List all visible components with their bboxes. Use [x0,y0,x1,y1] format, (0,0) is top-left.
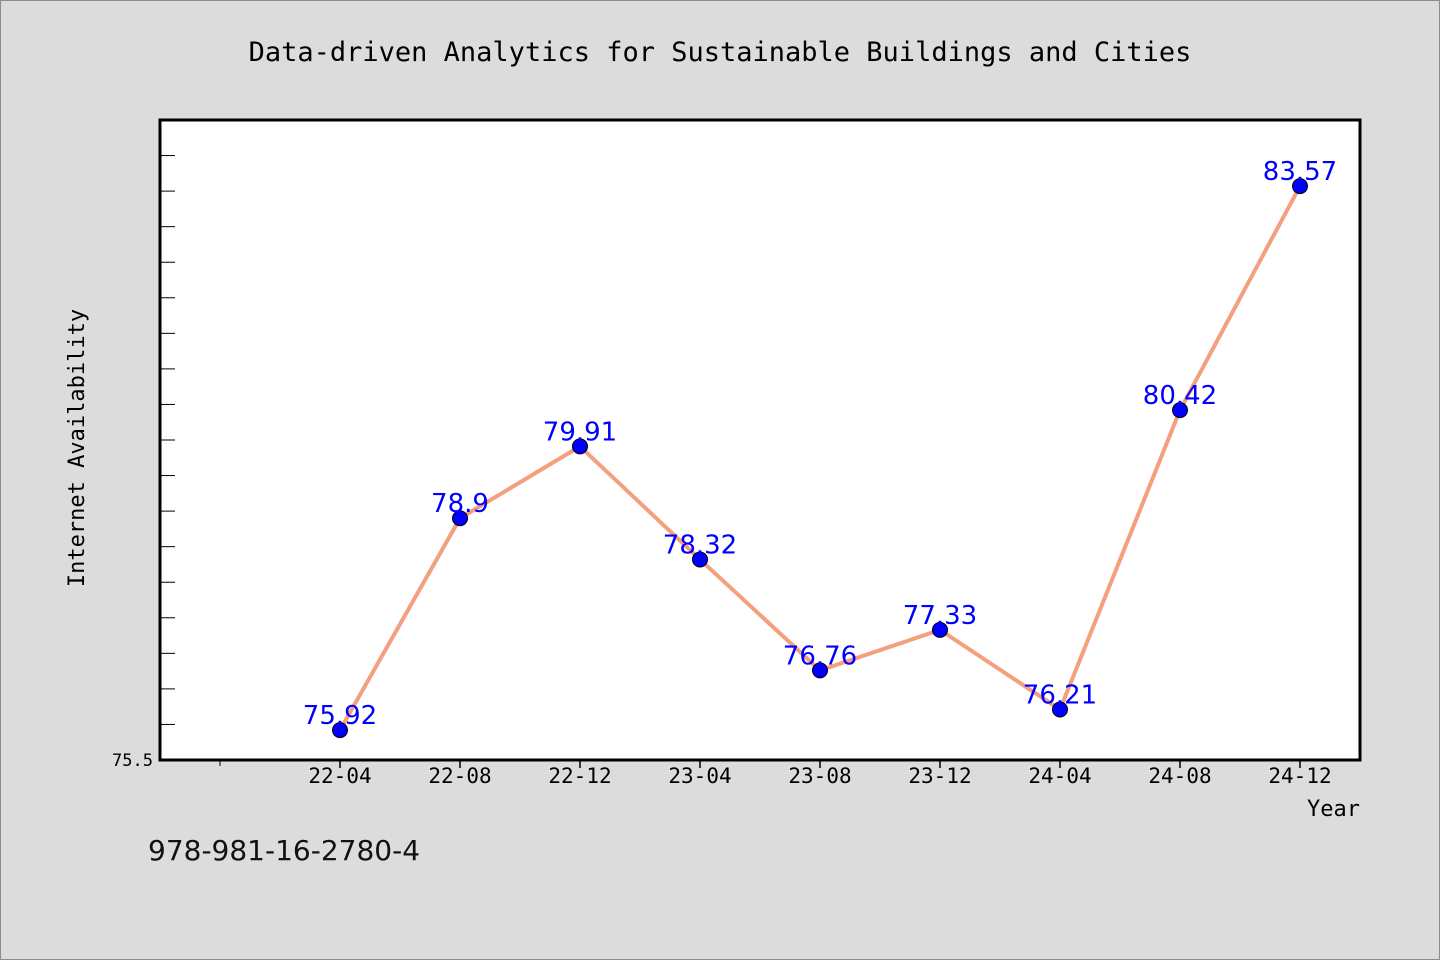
data-label: 78.32 [663,530,737,560]
data-label: 75.92 [303,701,377,731]
data-point [452,510,468,527]
x-tick-label: 22-04 [308,764,371,788]
chart-title: Data-driven Analytics for Sustainable Bu… [249,37,1192,68]
y-axis-ticks [160,155,175,725]
data-label: 83.57 [1263,157,1337,187]
x-tick-label: 24-04 [1028,764,1091,788]
data-point [1172,402,1188,419]
plot-area [158,118,1362,762]
data-label: 76.76 [783,641,857,671]
series-group [332,178,1308,739]
data-point [1292,178,1308,195]
y-axis-label: Internet Availability [65,309,90,587]
data-point [932,621,948,638]
data-label: 77.33 [903,601,977,631]
data-point [572,438,588,455]
data-label: 80.42 [1143,381,1217,411]
x-axis-label: Year [1307,797,1360,822]
x-tick-label: 22-12 [548,764,611,788]
x-tick-label: 23-04 [668,764,731,788]
data-labels: 75.92 78.9 79.91 78.32 76.76 77.33 76.21 80.42 8… [303,157,1337,731]
data-point [812,662,828,679]
isbn-code: 978-981-16-2780-4 [148,834,421,867]
data-point [692,551,708,568]
data-point [332,722,348,739]
data-label: 78.9 [431,489,489,519]
y-tick-label: 75.5 [112,751,153,771]
data-point [1052,701,1068,718]
data-label: 76.21 [1023,681,1097,711]
x-tick-label: 23-12 [908,764,971,788]
x-tick-label: 24-08 [1148,764,1211,788]
x-axis-ticks: 22-04 22-08 22-12 23-04 23-08 23-12 24-04 24-08… [219,760,1332,788]
data-label: 79.91 [543,417,617,447]
x-tick-label: 22-08 [428,764,491,788]
x-tick-label: 24-12 [1268,764,1331,788]
x-tick-label: 23-08 [788,764,851,788]
